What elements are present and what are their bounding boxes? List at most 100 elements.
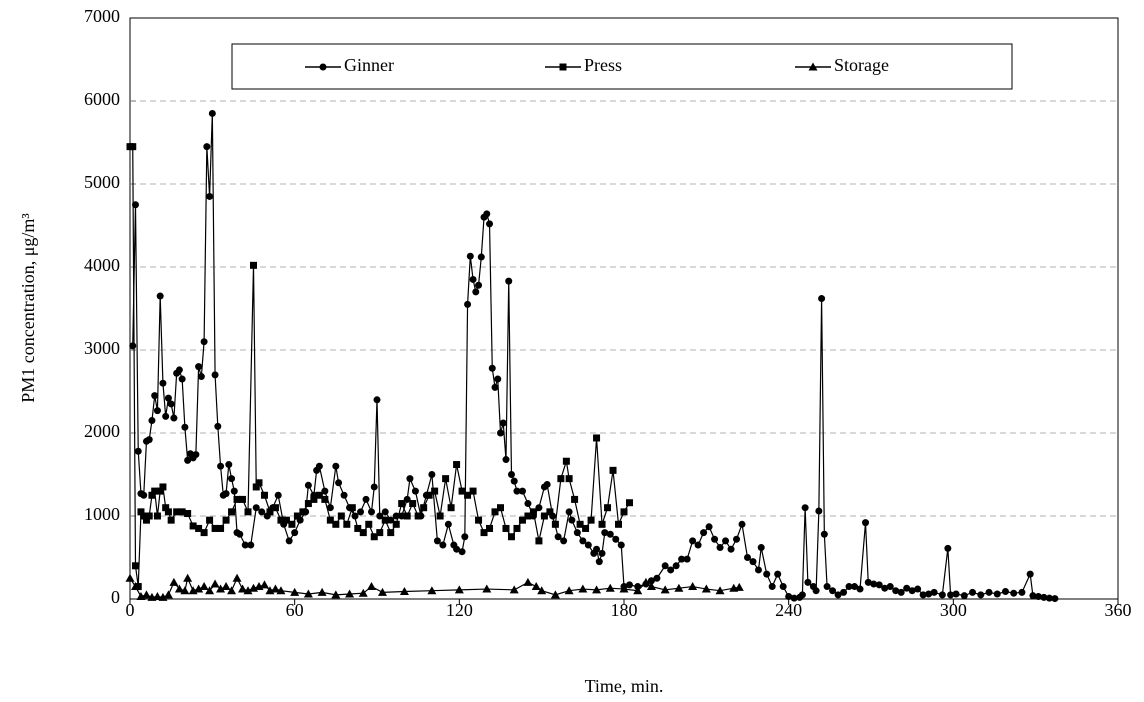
data-point — [722, 537, 730, 545]
data-point — [715, 586, 725, 595]
data-point — [609, 466, 617, 474]
data-point — [216, 584, 226, 593]
data-point — [178, 375, 186, 383]
data-point — [228, 475, 236, 483]
data-point — [428, 471, 436, 478]
data-point — [851, 583, 859, 591]
data-point — [862, 519, 870, 527]
data-point — [653, 574, 661, 582]
data-point — [359, 529, 367, 537]
data-point — [587, 516, 595, 524]
data-point — [576, 520, 584, 528]
data-point — [444, 520, 452, 528]
legend-label: Ginner — [344, 55, 394, 75]
data-point — [903, 584, 911, 592]
data-point — [285, 537, 293, 545]
data-point — [674, 583, 684, 592]
y-tick-label: 1000 — [84, 504, 120, 524]
data-point — [315, 462, 323, 470]
data-point — [1001, 588, 1009, 596]
data-point — [381, 516, 389, 524]
data-point — [518, 487, 526, 495]
data-point — [513, 524, 521, 532]
data-point — [763, 570, 771, 578]
data-point — [540, 512, 548, 520]
data-point — [641, 577, 651, 586]
data-point — [562, 457, 570, 465]
data-point — [376, 529, 384, 537]
data-point — [180, 586, 190, 595]
data-point — [200, 338, 208, 346]
data-point — [195, 363, 203, 371]
data-point — [1018, 588, 1026, 596]
data-point — [584, 541, 592, 549]
data-point — [1045, 594, 1053, 602]
data-point — [875, 581, 883, 589]
data-point — [834, 591, 842, 599]
series-line — [132, 113, 1055, 600]
data-point — [1029, 592, 1037, 600]
data-point — [774, 570, 782, 578]
data-point — [145, 512, 153, 520]
data-point — [169, 577, 179, 586]
data-point — [365, 520, 373, 528]
data-point — [475, 516, 483, 524]
data-point — [293, 512, 301, 520]
data-point — [881, 584, 889, 592]
data-point — [482, 584, 492, 593]
data-point — [205, 586, 215, 595]
data-point — [129, 143, 137, 151]
data-point — [856, 585, 864, 593]
data-point — [217, 462, 225, 470]
data-point — [131, 562, 139, 570]
data-point — [1034, 593, 1042, 601]
data-point — [232, 573, 242, 582]
data-point — [321, 487, 329, 495]
data-point — [625, 499, 633, 507]
data-point — [282, 516, 290, 524]
data-point — [593, 545, 601, 553]
data-point — [130, 582, 140, 591]
data-point — [163, 590, 173, 599]
data-point — [573, 529, 581, 537]
data-point — [683, 555, 691, 563]
data-point — [420, 504, 428, 512]
data-point — [513, 487, 521, 495]
data-point — [332, 462, 340, 470]
data-point — [523, 577, 533, 586]
data-point — [738, 520, 746, 528]
data-point — [337, 512, 345, 520]
data-point — [409, 500, 417, 508]
data-point — [705, 523, 713, 531]
data-point — [925, 590, 933, 598]
data-point — [236, 530, 244, 538]
data-point — [252, 504, 260, 512]
data-point — [326, 516, 334, 524]
data-point — [601, 529, 609, 537]
data-point — [398, 500, 406, 508]
data-point — [238, 584, 248, 593]
data-point — [491, 383, 499, 391]
data-point — [206, 192, 214, 200]
data-point — [870, 580, 878, 588]
data-point — [252, 483, 260, 491]
data-point — [711, 535, 719, 543]
data-point — [277, 516, 285, 524]
data-point — [398, 512, 406, 520]
data-point — [291, 529, 299, 537]
data-point — [148, 417, 156, 425]
data-point — [137, 508, 145, 516]
data-point — [131, 201, 139, 209]
data-point — [592, 585, 602, 594]
data-point — [700, 529, 708, 537]
data-point — [1040, 593, 1048, 601]
data-point — [362, 495, 370, 503]
data-point — [134, 447, 142, 455]
x-tick-label: 0 — [126, 600, 135, 620]
data-point — [453, 545, 461, 553]
data-point — [321, 495, 329, 503]
data-point — [148, 491, 156, 499]
data-point — [461, 533, 469, 541]
data-point — [672, 562, 680, 570]
data-point — [303, 589, 313, 598]
